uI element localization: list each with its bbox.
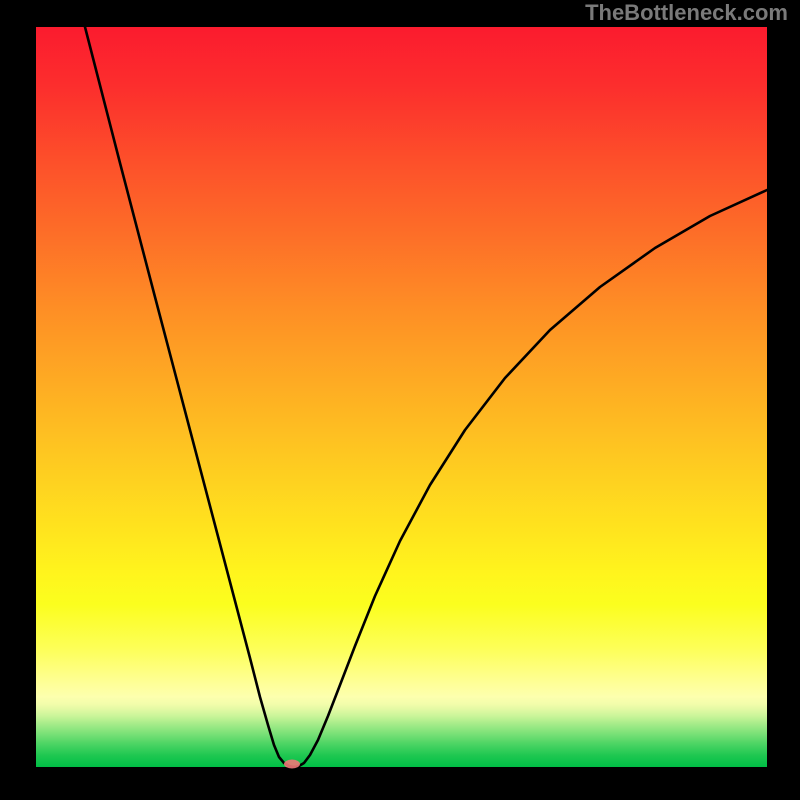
watermark-text: TheBottleneck.com (585, 0, 788, 26)
chart-gradient-bg (36, 27, 767, 767)
bottleneck-chart (0, 0, 800, 800)
curve-min-marker (284, 760, 300, 769)
chart-root: TheBottleneck.com (0, 0, 800, 800)
